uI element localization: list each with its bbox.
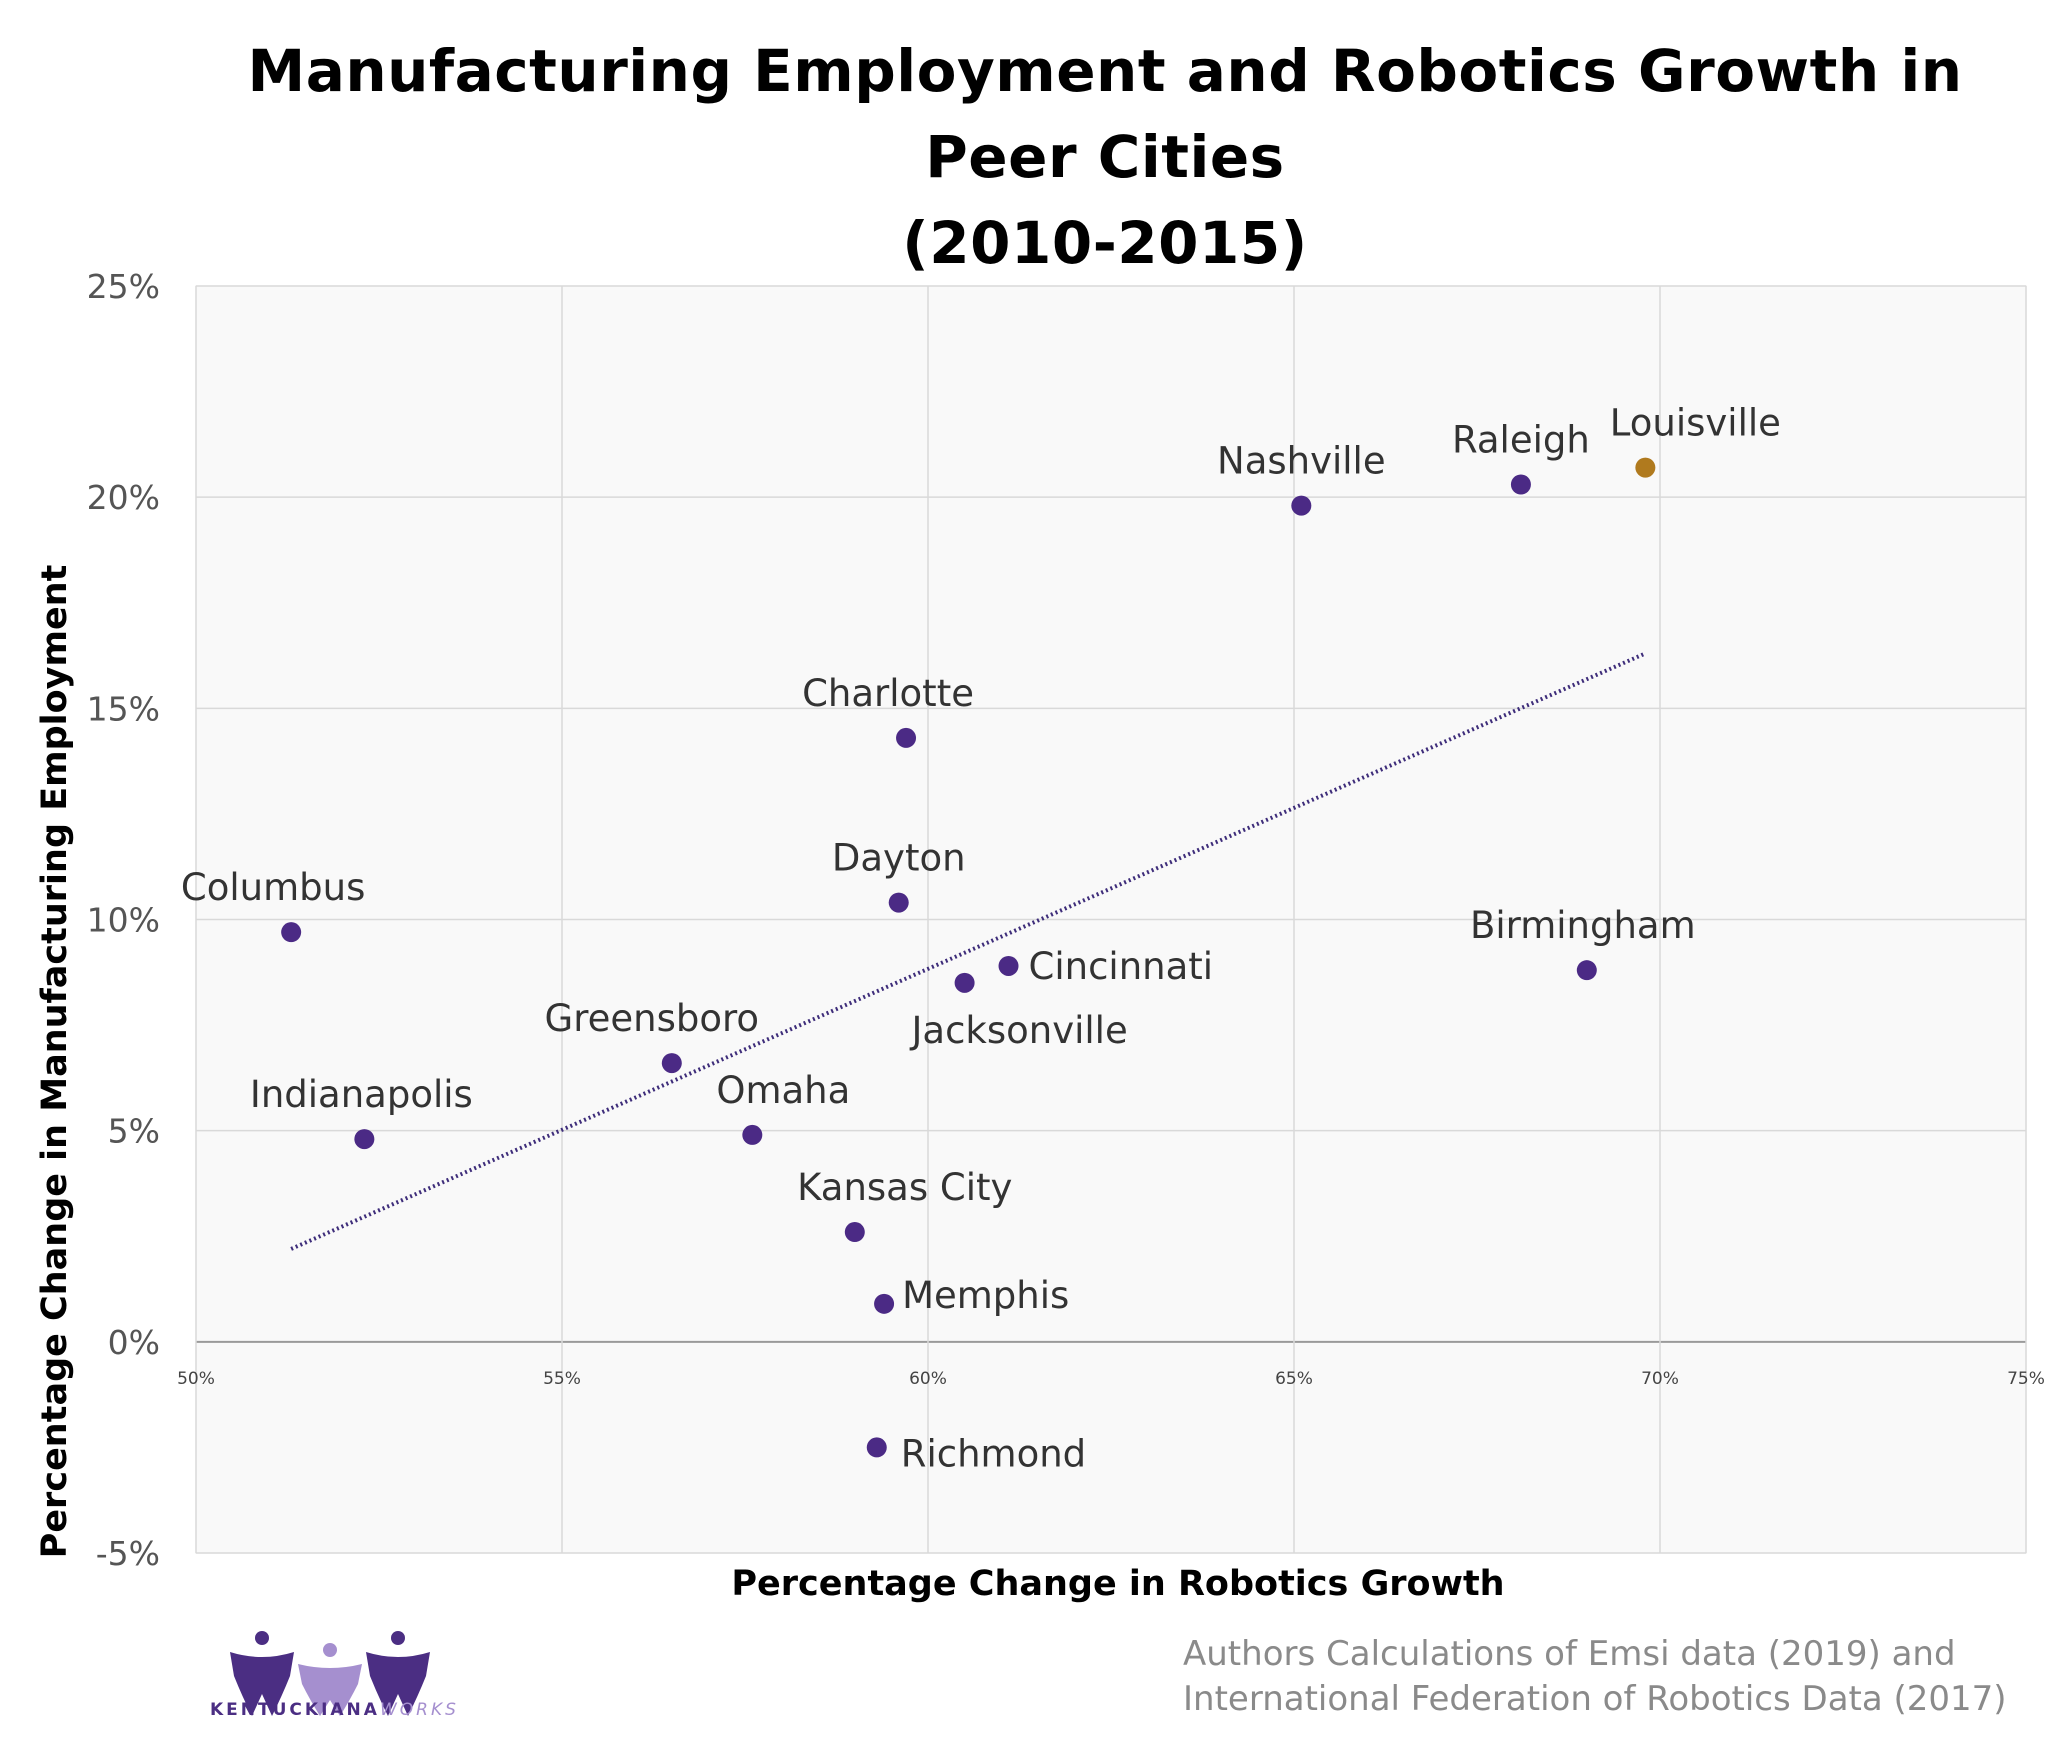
point-label: Richmond [901,1432,1086,1475]
point-cincinnati[interactable] [998,955,1019,976]
point-richmond[interactable] [866,1437,887,1458]
point-label: Birmingham [1470,904,1696,947]
point-label: Cincinnati [1029,945,1214,988]
source-line-2: International Federation of Robotics Dat… [1183,1679,2007,1719]
point-label: Charlotte [802,672,974,715]
y-axis-ticks: -5% 0% 5% 10% 15% 20% 25% [87,267,160,1573]
x-tick-label: 65% [1275,1369,1313,1389]
x-tick-label: 60% [909,1369,947,1389]
point-memphis[interactable] [874,1293,895,1314]
point-greensboro[interactable] [661,1053,682,1074]
point-label: Columbus [181,866,365,909]
title-line-3: (2010-2015) [902,209,1308,277]
x-axis-title: Percentage Change in Robotics Growth [731,1564,1504,1604]
point-labels: Louisville Raleigh Nashville Charlotte Dayto… [181,402,1781,1476]
y-tick-label: 15% [87,689,160,728]
y-tick-label: 5% [108,1112,160,1151]
point-omaha[interactable] [742,1124,763,1145]
point-nashville[interactable] [1291,495,1312,516]
point-label: Omaha [716,1069,850,1112]
trendline [290,651,1647,1251]
y-tick-label: 0% [108,1323,160,1362]
point-label: Kansas City [797,1166,1012,1209]
point-label: Indianapolis [250,1073,473,1116]
point-label: Nashville [1217,440,1386,483]
y-tick-label: 25% [87,267,160,306]
title-line-2: Peer Cities [925,123,1285,191]
point-indianapolis[interactable] [354,1129,375,1150]
point-dayton[interactable] [888,892,909,913]
x-tick-label: 50% [177,1369,215,1389]
y-axis-title: Percentage Change in Manufacturing Emplo… [35,565,75,1559]
point-label: Raleigh [1452,418,1590,461]
title-line-1: Manufacturing Employment and Robotics Gr… [247,37,1963,105]
kentuckiana-works-logo [230,1631,430,1716]
logo-name: KENTUCKIANA [210,1700,380,1720]
point-label: Dayton [832,837,966,880]
point-charlotte[interactable] [896,727,917,748]
data-points [281,457,1656,1458]
chart-title: Manufacturing Employment and Robotics Gr… [0,28,2057,286]
logo-suffix: WORKS [379,1700,459,1720]
point-jacksonville[interactable] [954,972,975,993]
point-label: Greensboro [545,997,759,1040]
point-label: Jacksonville [909,1009,1127,1052]
x-axis-ticks: 50% 55% 60% 65% 70% 75% [177,1369,2045,1389]
source-line-1: Authors Calculations of Emsi data (2019)… [1183,1634,1956,1674]
x-tick-label: 75% [2007,1369,2045,1389]
point-raleigh[interactable] [1510,474,1531,495]
point-kansas-city[interactable] [844,1222,865,1243]
y-tick-label: 10% [87,901,160,940]
x-tick-label: 70% [1641,1369,1679,1389]
point-columbus[interactable] [281,922,302,943]
point-louisville[interactable] [1635,457,1656,478]
point-birmingham[interactable] [1576,960,1597,981]
point-label: Memphis [902,1274,1069,1317]
x-tick-label: 55% [543,1369,581,1389]
source-note: Authors Calculations of Emsi data (2019)… [1183,1632,2007,1722]
logo-wordmark: KENTUCKIANAWORKS [210,1700,459,1720]
point-label: Louisville [1610,402,1781,445]
y-tick-label: 20% [87,478,160,517]
y-tick-label: -5% [96,1534,160,1573]
gridlines [195,285,2027,1554]
